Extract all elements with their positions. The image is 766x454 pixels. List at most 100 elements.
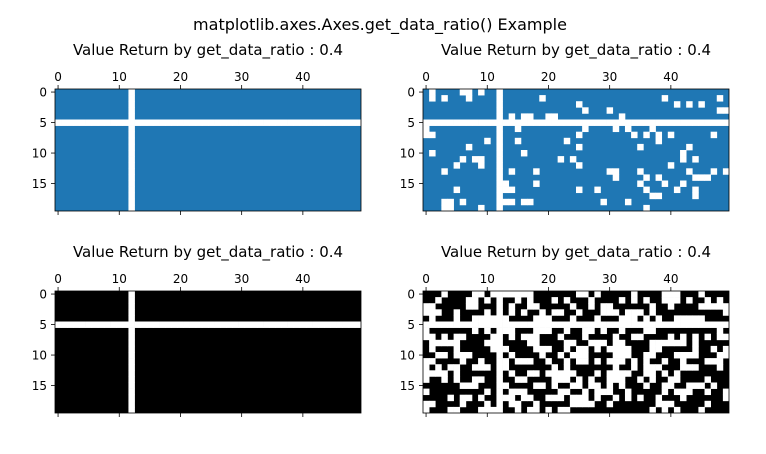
image-cell: [539, 345, 546, 353]
image-cell: [435, 119, 442, 126]
image-cell: [478, 376, 485, 383]
y-tick-label: 15: [400, 177, 415, 191]
image-cell: [661, 297, 669, 304]
image-cell: [484, 119, 491, 126]
image-cell: [465, 297, 473, 304]
image-cell: [177, 119, 184, 126]
image-cell: [61, 321, 68, 328]
image-cell: [527, 370, 534, 377]
y-tick-label: 5: [39, 318, 47, 332]
image-cell: [594, 345, 601, 353]
image-cell: [484, 321, 491, 328]
image-cells: [423, 291, 730, 414]
image-cell: [520, 119, 528, 126]
image-cell: [250, 119, 258, 126]
image-cell: [692, 174, 699, 181]
image-cell: [441, 376, 448, 383]
image-cell: [692, 119, 699, 126]
image-cell: [478, 394, 485, 402]
image-cell: [496, 137, 503, 145]
image-cell: [453, 162, 461, 169]
image-cell: [606, 388, 614, 396]
image-cell: [423, 406, 430, 414]
image-cell: [618, 327, 626, 335]
image-cell: [471, 119, 479, 126]
image-cell: [263, 321, 270, 328]
image-cell: [502, 382, 510, 389]
image-cell: [508, 198, 516, 206]
image-cell: [563, 297, 571, 304]
image-cell: [423, 376, 430, 383]
image-cell: [465, 95, 473, 102]
image-cell: [686, 364, 693, 371]
image-cell: [545, 394, 552, 402]
image-cell: [612, 345, 620, 353]
image-cell: [710, 321, 718, 328]
image-cell: [600, 388, 607, 396]
image-cell: [655, 131, 663, 139]
x-tick-label: 30: [602, 70, 617, 84]
image-cell: [673, 101, 681, 108]
image-cell: [496, 382, 503, 389]
image-cell: [680, 339, 687, 347]
image-cell: [140, 119, 148, 126]
image-cell: [128, 89, 135, 96]
image-cell: [514, 388, 522, 396]
image-cell: [563, 119, 571, 126]
image-cell: [447, 406, 454, 414]
image-cell: [256, 321, 264, 328]
image-cell: [576, 321, 583, 328]
image-cell: [342, 321, 350, 328]
image-cell: [533, 406, 540, 414]
image-cell: [655, 119, 663, 126]
image-cell: [698, 406, 705, 414]
image-cell: [336, 321, 343, 328]
image-cell: [716, 303, 724, 310]
image-cell: [624, 119, 632, 126]
image-cell: [618, 315, 626, 322]
image-cell: [569, 321, 577, 328]
image-cell: [490, 321, 497, 328]
image-cell: [710, 168, 718, 175]
image-cell: [686, 168, 693, 175]
image-cell: [183, 321, 190, 328]
image-cell: [435, 339, 442, 347]
image-cell: [649, 376, 656, 383]
image-cell: [667, 303, 675, 310]
image-cell: [330, 321, 337, 328]
image-cell: [128, 143, 135, 151]
image-cell: [643, 204, 650, 212]
image-cell: [618, 358, 626, 365]
image-cell: [600, 321, 607, 328]
image-cell: [594, 382, 601, 389]
image-cell: [680, 388, 687, 396]
image-cell: [293, 321, 301, 328]
image-cell: [569, 119, 577, 126]
image-cell: [128, 131, 135, 139]
image-cell: [496, 89, 503, 96]
image-cell: [496, 394, 503, 402]
image-cell: [557, 370, 565, 377]
image-cell: [423, 327, 430, 335]
image-cell: [91, 119, 99, 126]
image-cell: [183, 119, 190, 126]
image-cell: [423, 321, 430, 328]
image-cell: [698, 119, 705, 126]
image-cell: [667, 376, 675, 383]
image-cell: [305, 119, 313, 126]
image-cell: [680, 358, 687, 365]
image-cell: [496, 364, 503, 371]
image-cell: [496, 303, 503, 310]
image-cell: [716, 321, 724, 328]
image-cell: [508, 370, 516, 377]
image-cell: [655, 321, 663, 328]
image-cell: [128, 321, 135, 328]
image-cell: [478, 89, 485, 96]
image-cell: [471, 291, 479, 298]
image-cell: [520, 198, 528, 206]
image-cell: [447, 204, 454, 212]
image-cell: [478, 291, 485, 298]
image-cell: [533, 370, 540, 377]
image-cell: [496, 156, 503, 163]
image-cell: [637, 376, 644, 383]
